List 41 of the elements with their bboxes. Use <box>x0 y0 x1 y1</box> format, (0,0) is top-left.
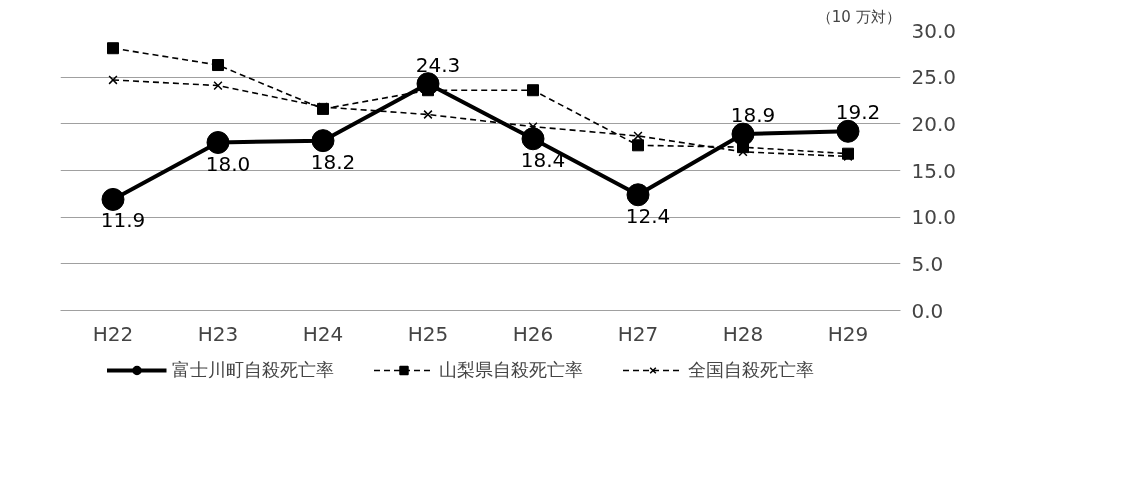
data-label: 18.2 <box>310 149 356 174</box>
point <box>423 109 433 120</box>
x-tick-label: H23 <box>197 321 239 346</box>
point <box>311 129 335 153</box>
x-tick-label: H28 <box>722 321 764 346</box>
point <box>108 75 118 85</box>
x-tick-label: H24 <box>302 321 344 346</box>
y-tick-label: 15.0 <box>911 158 957 183</box>
point <box>527 84 539 97</box>
point <box>632 139 644 152</box>
y-tick-label: 30.0 <box>911 18 957 43</box>
x-tick-label: H27 <box>617 321 659 346</box>
data-label: 18.4 <box>520 147 566 172</box>
x-tick-label: H25 <box>407 321 449 346</box>
y-axis-title: （10 万対） <box>816 7 901 26</box>
y-tick-label: 10.0 <box>911 205 957 230</box>
y-tick-label: 0.0 <box>911 298 944 323</box>
legend-label: 山梨県自殺死亡率 <box>438 358 583 382</box>
data-label: 11.9 <box>100 208 146 233</box>
legend-label: 全国自殺死亡率 <box>687 358 814 382</box>
point <box>626 183 650 207</box>
point <box>633 131 643 141</box>
y-tick-label: 25.0 <box>911 65 957 90</box>
data-label: 18.0 <box>205 151 251 176</box>
legend-label: 富士川町自殺死亡率 <box>171 358 334 382</box>
point <box>206 131 230 154</box>
data-label: 24.3 <box>415 52 461 77</box>
data-label: 18.9 <box>730 103 776 128</box>
x-tick-label: H22 <box>92 321 134 346</box>
x-tick-label: H26 <box>512 321 554 346</box>
point <box>212 59 224 72</box>
y-tick-label: 5.0 <box>911 251 944 276</box>
x-tick-label: H29 <box>827 321 869 346</box>
point <box>213 80 223 91</box>
data-label: 12.4 <box>625 203 671 228</box>
point <box>101 187 125 211</box>
point <box>107 42 119 55</box>
point <box>521 127 545 151</box>
y-tick-label: 20.0 <box>911 111 957 136</box>
data-label: 19.2 <box>835 100 881 125</box>
point <box>836 119 860 143</box>
